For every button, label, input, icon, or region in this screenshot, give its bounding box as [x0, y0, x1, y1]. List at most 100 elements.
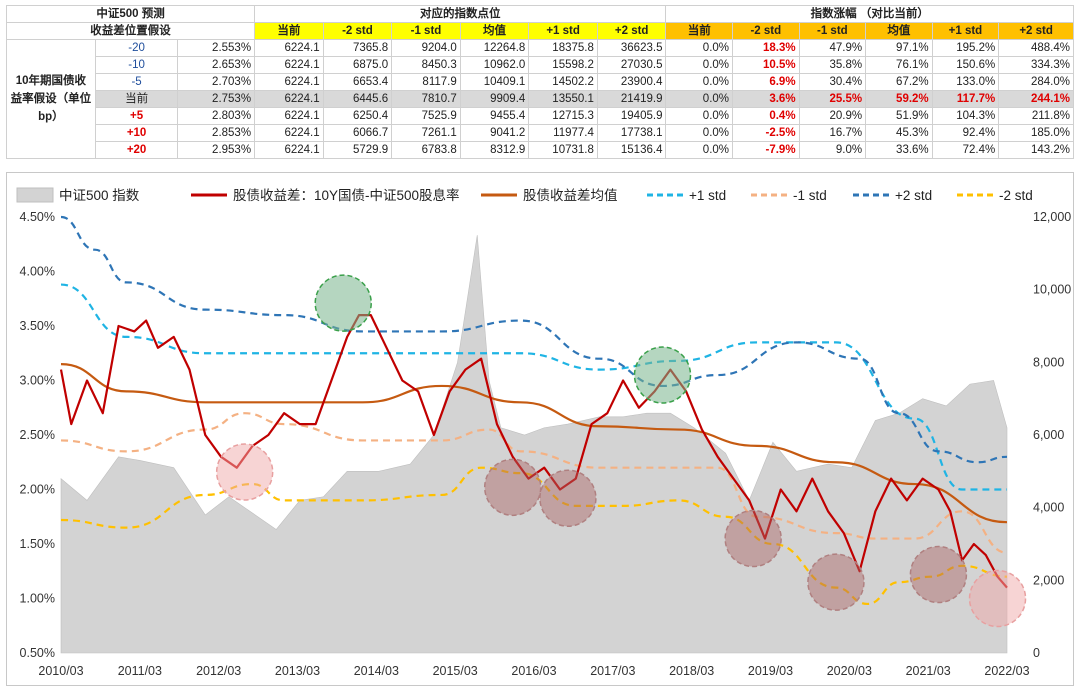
level-cell: 21419.9	[596, 90, 667, 108]
spread-chart: 0.50% 1.00% 1.50% 2.00% 2.50% 3.00% 3.50% 4.00%…	[16, 187, 1071, 678]
level-cell: 8117.9	[391, 73, 461, 91]
highlight-circle	[968, 569, 1027, 628]
x-tick-label: 2020/03	[827, 664, 872, 678]
change-cell: 150.6%	[931, 56, 1000, 74]
levels-col-header: +1 std	[528, 22, 598, 40]
table-row: +5 2.803% 6224.1 6250.4 7525.9 9455.4 12715.3 1…	[7, 107, 1074, 125]
level-cell: 6224.1	[254, 107, 324, 125]
level-cell: 6066.7	[322, 124, 393, 142]
levels-col-header: 当前	[254, 22, 324, 40]
level-cell: 12264.8	[459, 39, 530, 57]
level-cell: 9909.4	[459, 90, 530, 108]
level-cell: 6653.4	[322, 73, 393, 91]
change-cell: 51.9%	[865, 107, 933, 125]
change-cell: 3.6%	[732, 90, 800, 108]
change-cell: 18.3%	[732, 39, 800, 57]
legend-label: -1 std	[793, 188, 827, 203]
y-right-tick-label: 10,000	[1033, 283, 1071, 297]
yield-cell: 2.853%	[177, 124, 256, 142]
y-left-tick-label: 1.50%	[20, 537, 55, 551]
x-tick-label: 2016/03	[511, 664, 556, 678]
level-cell: 7365.8	[322, 39, 393, 57]
level-cell: 27030.5	[596, 56, 667, 74]
change-cell: 0.4%	[732, 107, 800, 125]
highlight-circle	[314, 274, 372, 332]
change-cell: -2.5%	[732, 124, 800, 142]
table-row: 当前 2.753% 6224.1 6445.6 7810.7 9909.4 13550.1 2…	[7, 90, 1074, 108]
change-cell: 0.0%	[665, 124, 734, 142]
table-corner-title-2: 收益差位置假设	[5, 22, 256, 40]
change-cell: 45.3%	[865, 124, 933, 142]
level-cell: 6224.1	[254, 39, 324, 57]
levels-col-header: -1 std	[391, 22, 461, 40]
legend-label: -2 std	[999, 188, 1033, 203]
y-left-tick-label: 3.50%	[20, 319, 55, 333]
change-cell: 185.0%	[998, 124, 1074, 142]
change-col-header: -2 std	[732, 22, 800, 40]
levels-col-header: +2 std	[596, 22, 667, 40]
legend-label: +2 std	[895, 188, 932, 203]
level-cell: 14502.2	[528, 73, 598, 91]
level-cell: 10731.8	[528, 141, 598, 159]
levels-col-header: 均值	[459, 22, 530, 40]
change-cell: 35.8%	[798, 56, 867, 74]
change-col-header: -1 std	[798, 22, 867, 40]
change-cell: 9.0%	[798, 141, 867, 159]
level-cell: 19405.9	[596, 107, 667, 125]
level-cell: 6250.4	[322, 107, 393, 125]
series-mean-line	[60, 363, 1008, 524]
forecast-table: 中证500 预测 对应的指数点位 指数涨幅 （对比当前） 收益差位置假设 当前 -…	[5, 5, 1074, 159]
level-cell: 6224.1	[254, 56, 324, 74]
forecast-table-container: 中证500 预测 对应的指数点位 指数涨幅 （对比当前） 收益差位置假设 当前 -…	[5, 5, 1074, 159]
level-cell: 11977.4	[528, 124, 598, 142]
y-left-tick-label: 4.00%	[20, 265, 55, 279]
change-cell: 195.2%	[931, 39, 1000, 57]
series-plus1-line	[60, 283, 1007, 491]
x-tick-label: 2019/03	[748, 664, 793, 678]
y-left-tick-label: 0.50%	[20, 646, 55, 660]
change-cell: 67.2%	[865, 73, 933, 91]
level-cell: 36623.5	[596, 39, 667, 57]
y-left-tick-label: 2.00%	[20, 483, 55, 497]
table-row: +20 2.953% 6224.1 5729.9 6783.8 8312.9 10731.8…	[7, 141, 1074, 159]
row-group-label: 10年期国债收益率假设（单位bp）	[6, 39, 96, 159]
change-cell: 244.1%	[998, 90, 1074, 108]
table-row: 10年期国债收益率假设（单位bp） -20 2.553% 6224.1 7365.8 92…	[6, 39, 1074, 159]
x-tick-label: 2021/03	[906, 664, 951, 678]
level-cell: 9455.4	[459, 107, 530, 125]
highlight-circle	[483, 458, 542, 517]
series-minus1-line	[60, 412, 1008, 554]
yield-cell: 2.553%	[177, 39, 256, 57]
y-right-tick-label: 0	[1033, 646, 1040, 660]
y-left-tick-label: 2.50%	[20, 428, 55, 442]
level-cell: 18375.8	[528, 39, 598, 57]
y-right-tick-label: 6,000	[1033, 428, 1064, 442]
x-tick-label: 2022/03	[984, 664, 1029, 678]
change-cell: 72.4%	[931, 141, 1000, 159]
change-cell: 133.0%	[931, 73, 1000, 91]
level-cell: 8450.3	[391, 56, 461, 74]
change-cell: 20.9%	[798, 107, 867, 125]
bp-cell: +10	[94, 124, 179, 142]
legend-label: 中证500 指数	[59, 188, 140, 203]
series-plus2-line	[60, 215, 1008, 464]
change-cell: 33.6%	[865, 141, 933, 159]
level-cell: 6224.1	[254, 141, 324, 159]
legend-swatch	[16, 187, 54, 203]
change-cell: 0.0%	[665, 73, 734, 91]
level-cell: 6224.1	[254, 124, 324, 142]
bp-cell: +20	[94, 141, 179, 159]
y-right-tick-label: 12,000	[1033, 210, 1071, 224]
table-row: -5 2.703% 6224.1 6653.4 8117.9 10409.1 14502.2…	[7, 73, 1074, 91]
change-cell: 334.3%	[998, 56, 1074, 74]
level-cell: 6783.8	[391, 141, 461, 159]
yield-cell: 2.953%	[177, 141, 256, 159]
change-cell: 0.0%	[665, 141, 734, 159]
change-cell: 211.8%	[998, 107, 1074, 125]
highlight-circle	[215, 443, 274, 501]
level-cell: 5729.9	[322, 141, 393, 159]
change-cell: 143.2%	[998, 141, 1074, 159]
change-cell: 284.0%	[998, 73, 1074, 91]
table-row: -10 2.653% 6224.1 6875.0 8450.3 10962.0 15598.…	[7, 56, 1074, 74]
level-cell: 6445.6	[322, 90, 393, 108]
